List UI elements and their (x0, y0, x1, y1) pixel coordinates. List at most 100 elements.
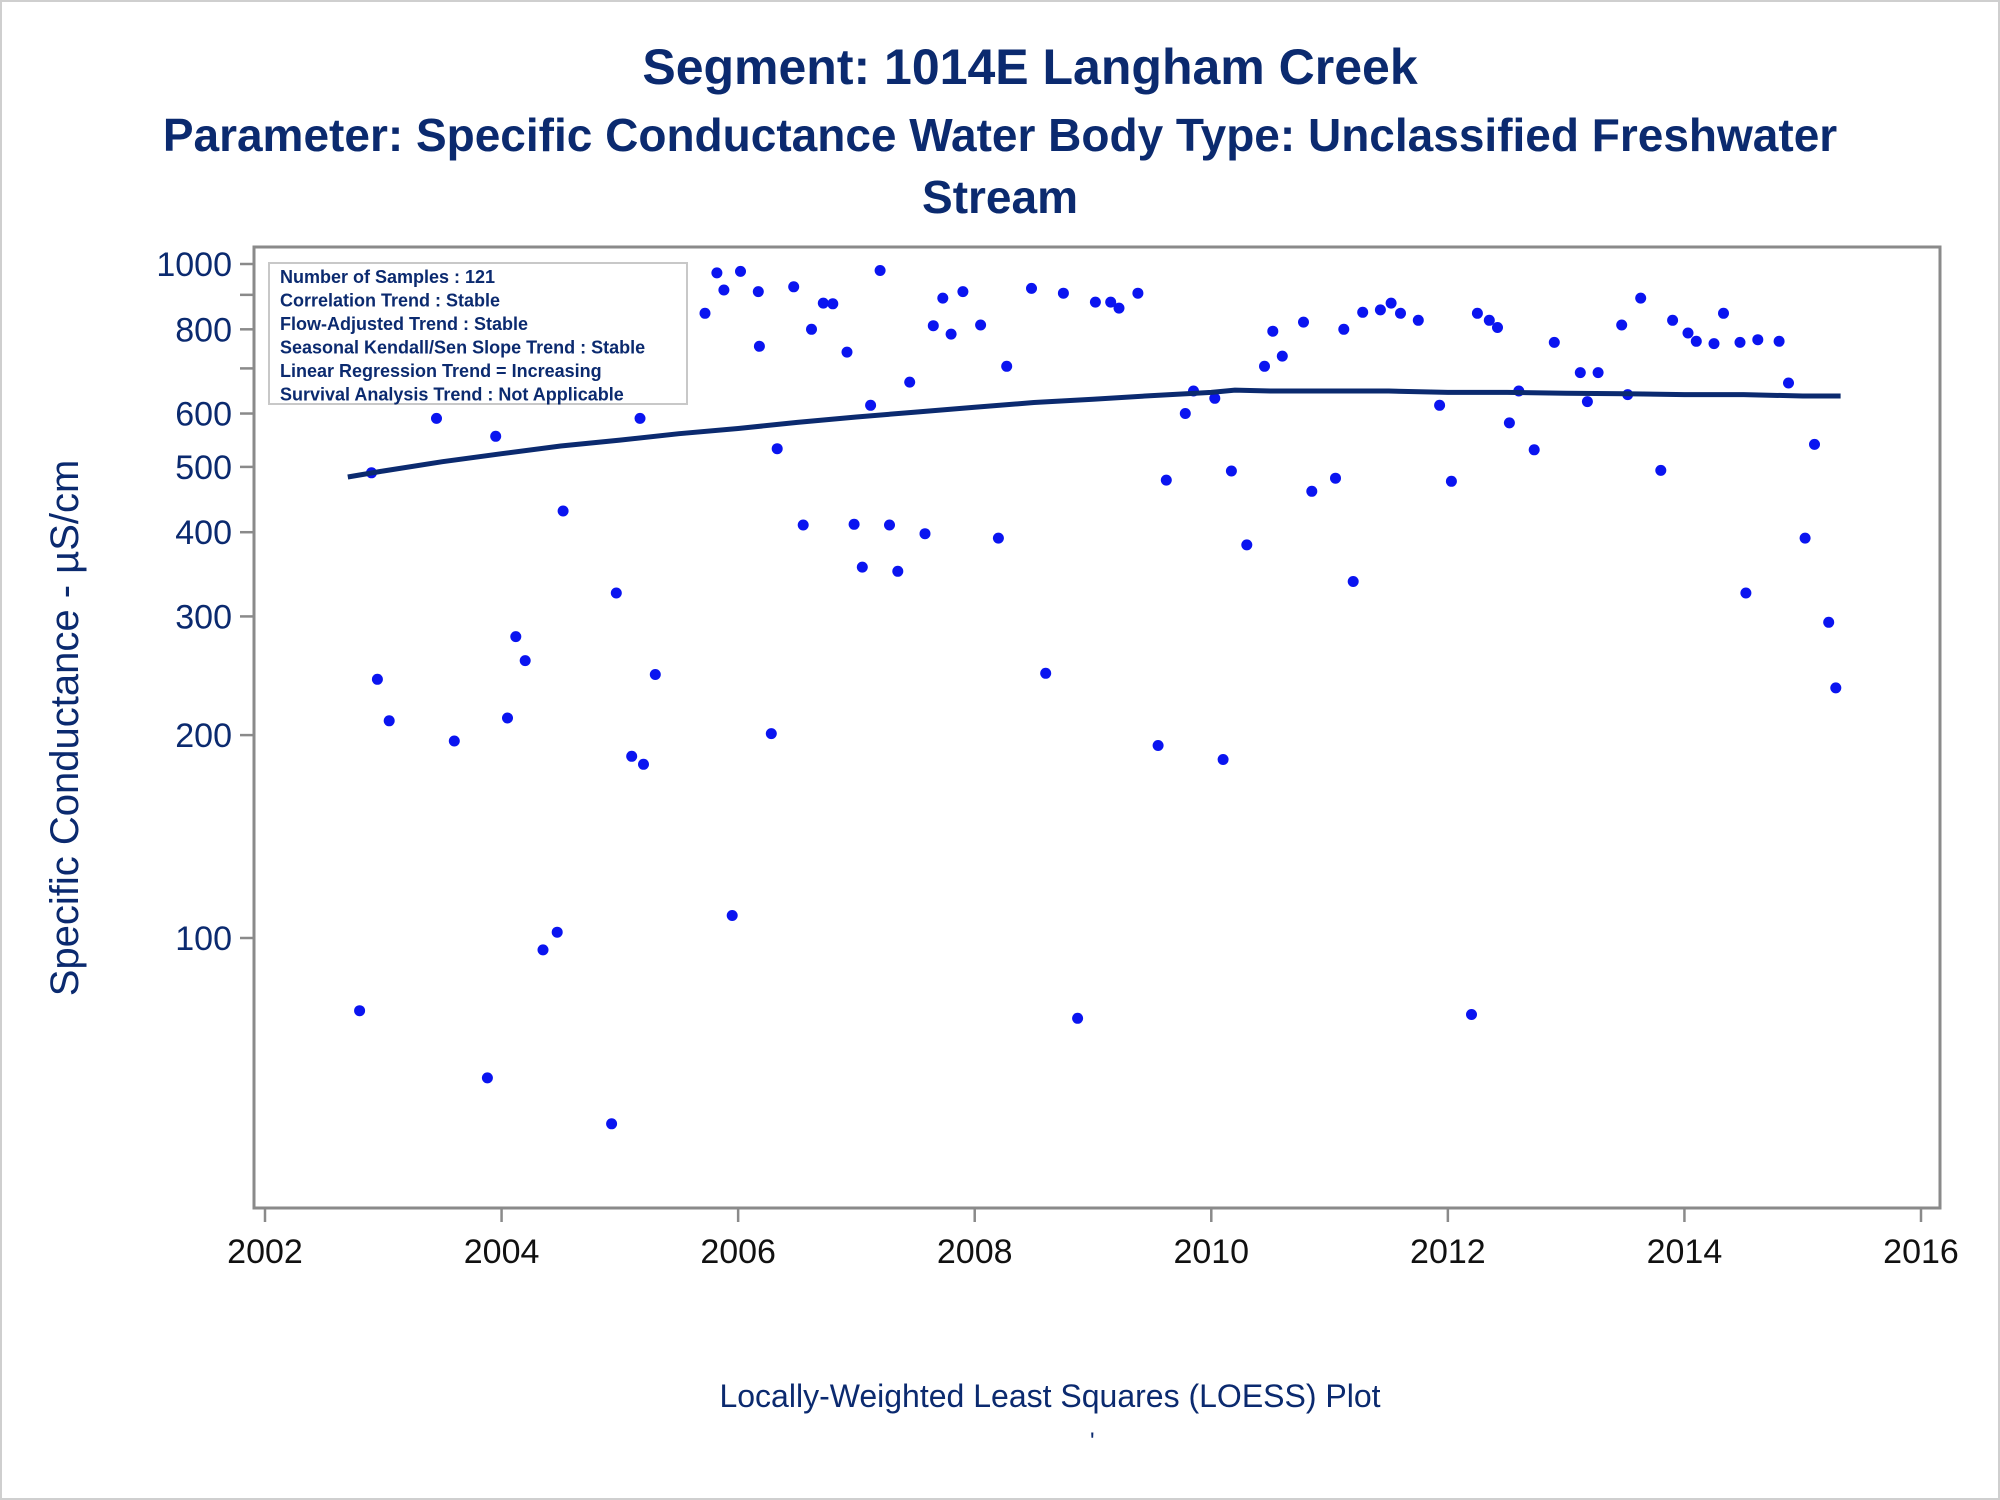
data-point (874, 265, 886, 276)
data-point (957, 286, 969, 298)
data-point (1682, 327, 1694, 339)
x-tick-label: 2004 (464, 1233, 540, 1271)
data-point (1690, 335, 1702, 347)
stats-legend-box: Number of Samples : 121 Correlation Trend… (268, 262, 688, 405)
y-tick-label: 100 (175, 920, 232, 958)
y-tick-label: 1000 (156, 246, 232, 284)
data-point (904, 376, 916, 388)
data-point (1592, 367, 1604, 379)
y-tick-label: 600 (175, 396, 232, 434)
stats-line: Linear Regression Trend = Increasing (280, 361, 602, 381)
data-point (1471, 307, 1483, 319)
data-point (1708, 338, 1720, 350)
data-point (537, 944, 549, 956)
data-point (510, 631, 522, 643)
loess-curve (347, 387, 1841, 480)
data-point (806, 323, 817, 335)
x-tick-label: 2002 (227, 1233, 303, 1271)
data-point (1734, 336, 1746, 348)
data-point (1298, 316, 1309, 328)
data-point (481, 1072, 493, 1084)
data-point (771, 443, 783, 455)
data-point (884, 519, 895, 531)
stats-line: Flow-Adjusted Trend : Stable (280, 314, 528, 334)
data-point (1306, 485, 1318, 497)
y-tick-label: 400 (175, 514, 232, 552)
data-point (1225, 465, 1237, 477)
data-point (1492, 322, 1503, 333)
x-tick-label: 2006 (700, 1233, 776, 1271)
data-point (1385, 297, 1397, 309)
chart-title: Segment: 1014E Langham Creek (642, 39, 1418, 95)
data-point (606, 1118, 618, 1130)
data-point (1740, 587, 1752, 599)
data-point (1330, 472, 1341, 484)
data-point (699, 307, 711, 319)
data-point (1241, 539, 1253, 551)
data-point (753, 340, 765, 352)
data-point (1395, 307, 1406, 319)
data-point (1667, 314, 1679, 326)
data-point (490, 430, 502, 442)
data-point (1357, 306, 1369, 318)
data-point (1276, 350, 1288, 362)
data-point (1267, 325, 1279, 337)
data-point (1445, 475, 1457, 487)
data-point (1209, 392, 1221, 404)
data-point (1057, 287, 1069, 299)
data-point (865, 399, 877, 411)
data-point (1548, 336, 1560, 348)
stats-line: Seasonal Kendall/Sen Slope Trend : Stabl… (280, 338, 645, 358)
data-points (338, 265, 1842, 1130)
x-tick-label: 2012 (1410, 1233, 1486, 1271)
data-point (1160, 474, 1172, 486)
stats-line: Number of Samples : 121 (280, 267, 495, 287)
data-point (1072, 1012, 1084, 1024)
data-point (937, 292, 949, 304)
data-point (726, 910, 738, 921)
data-point (1259, 360, 1270, 372)
x-axis: 2002 2004 2006 2008 2010 2012 2014 2016 (227, 1208, 1959, 1271)
data-point (1105, 296, 1117, 308)
chart-subtitle: Parameter: Specific Conductance Water Bo… (162, 109, 1838, 223)
data-point (1635, 292, 1647, 304)
data-point (1773, 335, 1785, 347)
data-point (649, 669, 661, 680)
data-point (1113, 302, 1125, 314)
x-tick-label: 2016 (1883, 1233, 1959, 1271)
y-tick-label: 300 (175, 598, 232, 636)
data-point (1132, 287, 1144, 299)
data-point (1001, 360, 1013, 372)
data-point (1752, 334, 1764, 346)
y-tick-label: 200 (175, 717, 232, 755)
stats-line: Survival Analysis Trend : Not Applicable (280, 385, 624, 405)
data-point (1217, 754, 1229, 765)
data-point (817, 297, 829, 309)
x-tick-label: 2008 (937, 1233, 1013, 1271)
y-axis: 100 200 300 400 500 600 800 1000 (156, 246, 254, 958)
data-point (1823, 616, 1835, 628)
data-point (557, 505, 569, 517)
data-point (1503, 417, 1515, 429)
data-point (975, 319, 987, 331)
data-point (752, 286, 764, 298)
data-point (1412, 314, 1424, 326)
data-point (1799, 532, 1811, 544)
data-point (371, 673, 383, 685)
data-point (1347, 576, 1359, 587)
data-point (502, 712, 513, 724)
data-point (1574, 367, 1586, 379)
data-point (1026, 282, 1037, 294)
data-point (735, 265, 746, 277)
data-point (827, 298, 839, 310)
y-tick-label: 500 (175, 449, 232, 487)
data-point (383, 715, 395, 727)
data-point (765, 728, 777, 740)
x-tick-label: 2014 (1647, 1233, 1723, 1271)
data-point (797, 519, 809, 531)
plot-area (252, 245, 1942, 1210)
data-point (1830, 682, 1842, 694)
data-point (634, 412, 646, 424)
